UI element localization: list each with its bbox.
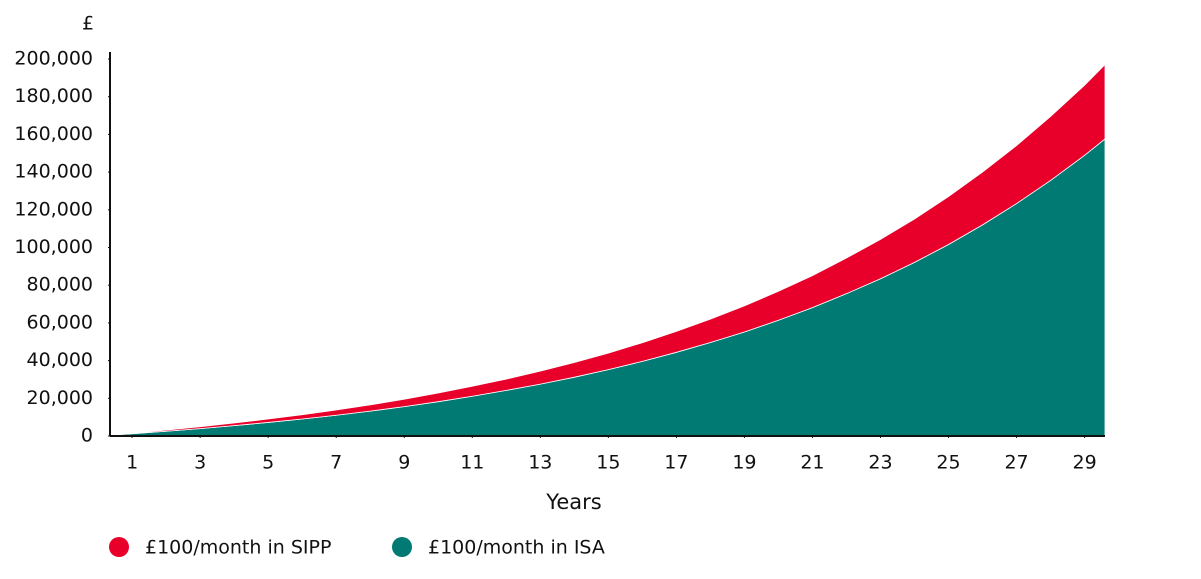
x-tick-label: 1	[126, 452, 138, 474]
x-tick-label: 5	[262, 452, 274, 474]
y-tick-label: 40,000	[27, 349, 93, 371]
x-tick-label: 3	[194, 452, 206, 474]
legend-label: £100/month in SIPP	[145, 537, 331, 559]
x-tick-label: 23	[868, 452, 892, 474]
y-tick-label: 200,000	[14, 48, 93, 70]
y-tick-label: 140,000	[14, 161, 93, 183]
y-tick-label: 100,000	[14, 236, 93, 258]
x-tick-label: 11	[460, 452, 484, 474]
area	[111, 138, 1106, 437]
x-tick-label: 13	[528, 452, 552, 474]
y-tick-label: 180,000	[14, 85, 93, 107]
area	[111, 63, 1106, 436]
y-tick-label: 60,000	[27, 311, 93, 333]
x-tick-label: 21	[800, 452, 824, 474]
legend-label: £100/month in ISA	[428, 537, 605, 559]
y-tick-label: 120,000	[14, 198, 93, 220]
y-tick-label: 0	[81, 425, 93, 447]
y-axis-label: £	[82, 13, 94, 35]
x-tick-label: 19	[732, 452, 756, 474]
x-axis-label: Years	[545, 490, 601, 514]
y-tick-label: 20,000	[27, 387, 93, 409]
x-tick-label: 27	[1004, 452, 1028, 474]
x-tick-label: 25	[936, 452, 960, 474]
legend-marker	[392, 537, 412, 557]
x-tick-label: 9	[398, 452, 410, 474]
legend-marker	[109, 537, 129, 557]
x-tick-label: 29	[1072, 452, 1096, 474]
x-tick-label: 15	[596, 452, 620, 474]
x-tick-label: 17	[664, 452, 688, 474]
x-tick-label: 7	[330, 452, 342, 474]
y-tick-label: 80,000	[27, 274, 93, 296]
y-tick-label: 160,000	[14, 123, 93, 145]
